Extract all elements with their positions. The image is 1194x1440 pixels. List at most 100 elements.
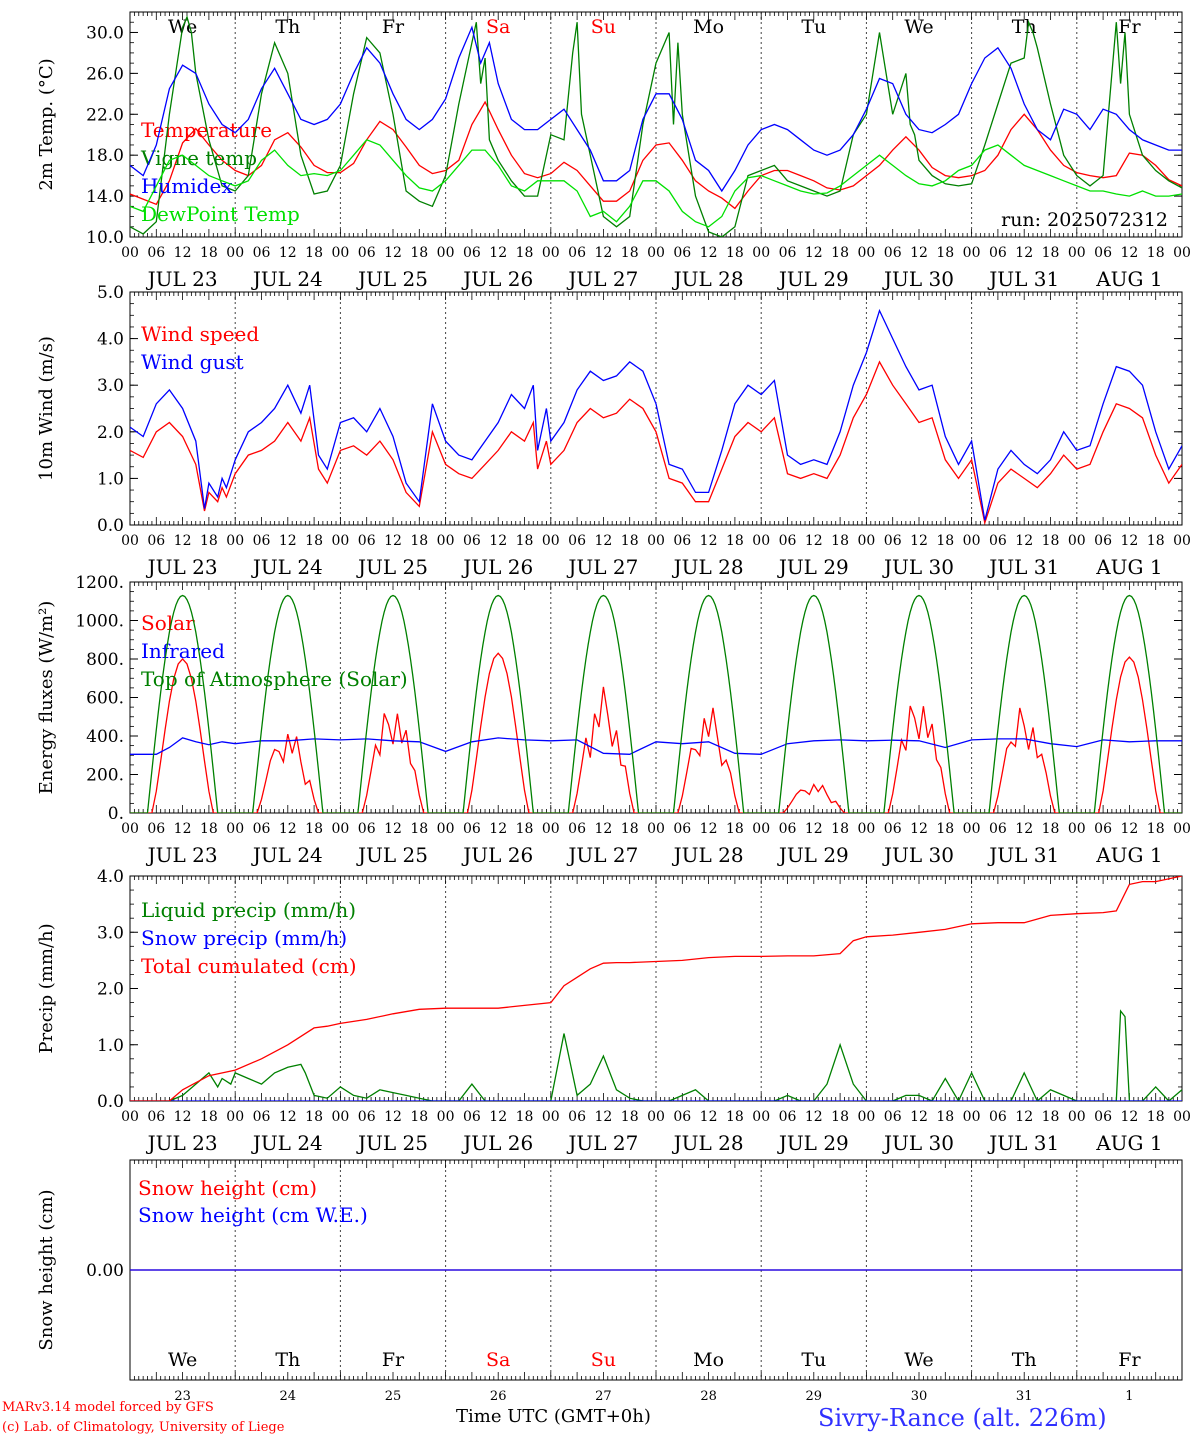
hour-label: 06 [463, 1109, 481, 1125]
y-tick-label: 3.0 [97, 376, 124, 396]
weekday-label: Th [275, 16, 300, 38]
date-label: JUL 26 [461, 1131, 533, 1155]
hour-label: 06 [358, 245, 376, 261]
y-tick-label: 5.0 [97, 283, 124, 303]
date-label: JUL 28 [672, 555, 744, 579]
hour-label: 12 [594, 245, 612, 261]
y-tick-label: 400. [86, 727, 124, 747]
hour-label: 12 [805, 533, 823, 549]
hour-label: 06 [1094, 245, 1112, 261]
hour-label: 18 [516, 245, 534, 261]
hour-label: 12 [805, 245, 823, 261]
y-axis-label: Snow height (cm) [36, 1189, 57, 1350]
weekday-label: We [904, 16, 933, 38]
hour-label: 06 [779, 533, 797, 549]
hour-label: 06 [673, 1109, 691, 1125]
date-label: JUL 27 [566, 843, 638, 867]
date-label: JUL 23 [146, 267, 218, 291]
date-label: JUL 28 [672, 1131, 744, 1155]
hour-label: 18 [1042, 533, 1060, 549]
hour-label: 12 [174, 245, 192, 261]
hour-label: 18 [831, 1109, 849, 1125]
hour-label: 06 [253, 245, 271, 261]
hour-label: 06 [147, 533, 165, 549]
date-label: JUL 31 [987, 267, 1059, 291]
hour-label: 18 [410, 245, 428, 261]
hour-label: 00 [437, 245, 455, 261]
date-label: JUL 23 [146, 1131, 218, 1155]
date-label: JUL 30 [882, 843, 954, 867]
hour-label: 18 [1147, 1109, 1165, 1125]
day-number: 31 [1016, 1389, 1033, 1404]
series-line-wind-gust [130, 308, 1182, 521]
legend-entry: Snow height (cm) [138, 1176, 317, 1200]
hour-label: 18 [410, 821, 428, 837]
legend-entry: Humidex [141, 174, 233, 198]
hour-label: 00 [857, 245, 875, 261]
day-number: 27 [595, 1389, 612, 1404]
hour-label: 18 [200, 533, 218, 549]
date-label: JUL 28 [672, 843, 744, 867]
hour-label: 06 [779, 245, 797, 261]
hour-label: 06 [463, 821, 481, 837]
hour-label: 18 [1147, 533, 1165, 549]
day-number: 30 [911, 1389, 928, 1404]
hour-label: 12 [594, 533, 612, 549]
hour-label: 00 [331, 533, 349, 549]
hour-label: 18 [621, 533, 639, 549]
hour-label: 12 [1015, 533, 1033, 549]
hour-label: 00 [1173, 1109, 1191, 1125]
hour-label: 06 [884, 1109, 902, 1125]
y-tick-label: 30.0 [86, 23, 124, 43]
hour-label: 12 [279, 245, 297, 261]
y-tick-label: 800. [86, 650, 124, 670]
y-tick-label: 18.0 [86, 146, 124, 166]
weekday-label: We [168, 1349, 197, 1371]
hour-label: 00 [752, 1109, 770, 1125]
legend-entry: Wind speed [141, 322, 259, 346]
date-label: JUL 29 [777, 843, 849, 867]
hour-label: 00 [752, 821, 770, 837]
hour-label: 18 [936, 245, 954, 261]
hour-label: 18 [1042, 821, 1060, 837]
hour-label: 18 [1042, 245, 1060, 261]
hour-label: 18 [410, 533, 428, 549]
hour-label: 06 [253, 821, 271, 837]
y-axis-label: Energy fluxes (W/m²) [36, 601, 57, 795]
hour-label: 18 [305, 1109, 323, 1125]
date-label: AUG 1 [1095, 555, 1162, 579]
hour-label: 12 [174, 1109, 192, 1125]
hour-label: 18 [621, 821, 639, 837]
hour-label: 12 [805, 821, 823, 837]
hour-label: 06 [253, 1109, 271, 1125]
hour-label: 12 [384, 1109, 402, 1125]
date-label: JUL 30 [882, 1131, 954, 1155]
weekday-label: Su [591, 1349, 616, 1371]
legend-entry: Wind gust [141, 350, 244, 374]
y-tick-label: 4.0 [97, 867, 124, 887]
hour-label: 00 [963, 533, 981, 549]
hour-label: 06 [989, 1109, 1007, 1125]
hour-label: 12 [1015, 245, 1033, 261]
hour-label: 00 [121, 533, 139, 549]
panel-precip: 0.0 1.0 2.0 3.0 4.0 Precip (mm/h) 00 06 12 18 00 06… [36, 867, 1191, 1155]
hour-label: 06 [1094, 821, 1112, 837]
hour-label: 18 [305, 821, 323, 837]
hour-label: 12 [594, 821, 612, 837]
weekday-label: Th [1012, 16, 1037, 38]
date-label: JUL 27 [566, 1131, 638, 1155]
hour-label: 12 [279, 533, 297, 549]
hour-label: 06 [568, 1109, 586, 1125]
hour-label: 12 [910, 533, 928, 549]
date-label: JUL 24 [251, 843, 323, 867]
series-line-infrared [130, 737, 1182, 755]
y-tick-label: 0.0 [97, 1092, 124, 1112]
hour-label: 06 [147, 821, 165, 837]
hour-label: 12 [279, 821, 297, 837]
hour-label: 06 [673, 533, 691, 549]
weekday-label: Th [1012, 1349, 1037, 1371]
hour-label: 00 [963, 1109, 981, 1125]
hour-label: 18 [516, 1109, 534, 1125]
hour-label: 06 [673, 821, 691, 837]
